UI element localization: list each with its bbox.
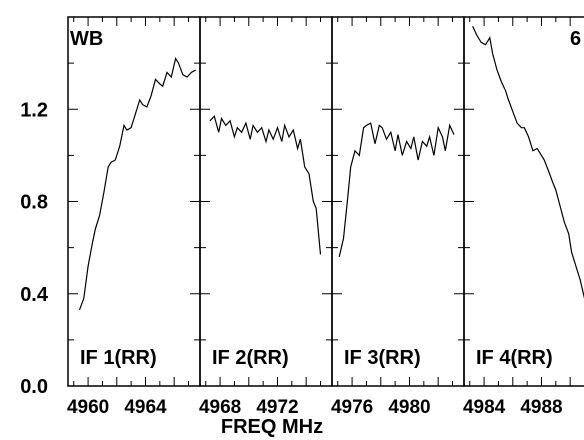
y-tick-label: 0.0: [20, 376, 48, 398]
x-tick-label: 4964: [124, 397, 167, 418]
x-tick-label: 4988: [520, 397, 562, 418]
series-line-4: [472, 25, 584, 299]
x-tick-label: 4980: [388, 397, 430, 418]
x-axis-label: FREQ MHz: [221, 416, 323, 438]
y-tick-label: 0.4: [20, 284, 49, 306]
x-tick-label: 4972: [256, 397, 298, 418]
panel-frame-1: [67, 16, 201, 387]
panel-label-3: IF 3(RR): [344, 347, 421, 369]
x-tick-label: 4976: [331, 397, 373, 418]
series-line-2: [209, 115, 322, 255]
panel-label-2: IF 2(RR): [212, 347, 289, 369]
panel-frame-2: [199, 16, 333, 387]
corner-label-right: 6: [570, 28, 581, 50]
x-tick-label: 4960: [67, 397, 109, 418]
corner-label-left: WB: [70, 28, 103, 50]
panel-label-4: IF 4(RR): [476, 347, 553, 369]
series-line-1: [78, 56, 196, 311]
series-line-3: [338, 122, 455, 258]
y-tick-label: 1.2: [20, 99, 48, 121]
x-tick-label: 4984: [463, 397, 506, 418]
y-tick-label: 0.8: [20, 192, 48, 214]
panel-frame-4: [463, 16, 584, 387]
panel-label-1: IF 1(RR): [80, 347, 157, 369]
x-tick-label: 4968: [199, 397, 241, 418]
panel-frame-3: [331, 16, 465, 387]
